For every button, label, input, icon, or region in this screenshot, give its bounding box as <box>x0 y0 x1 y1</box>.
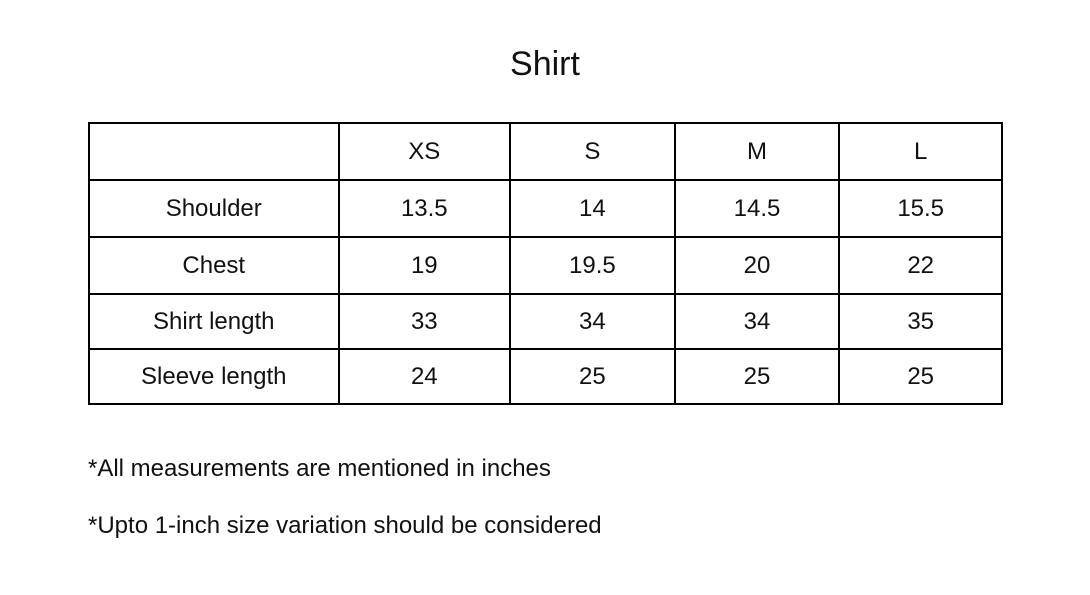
row-label: Sleeve length <box>88 348 340 405</box>
table-cell: 20 <box>673 236 841 295</box>
table-cell: 13.5 <box>337 179 512 238</box>
header-cell: L <box>838 122 1003 181</box>
table-row: Sleeve length 24 25 25 25 <box>88 348 1003 405</box>
table-cell: 22 <box>838 236 1003 295</box>
table-cell: 15.5 <box>838 179 1003 238</box>
table-row: Chest 19 19.5 20 22 <box>88 236 1003 295</box>
table-cell: 35 <box>838 293 1003 350</box>
table-cell: 25 <box>509 348 676 405</box>
page-title: Shirt <box>510 45 580 83</box>
table-cell: 19.5 <box>509 236 676 295</box>
table-cell: 25 <box>838 348 1003 405</box>
table-cell: 34 <box>673 293 841 350</box>
header-cell: M <box>673 122 841 181</box>
table-row: Shirt length 33 34 34 35 <box>88 293 1003 350</box>
header-cell: XS <box>337 122 512 181</box>
table-cell: 14.5 <box>673 179 841 238</box>
size-chart-table: XS S M L Shoulder 13.5 14 14.5 15.5 Ches… <box>88 122 1003 405</box>
table-cell: 34 <box>509 293 676 350</box>
table-cell: 19 <box>337 236 512 295</box>
table-cell: 14 <box>509 179 676 238</box>
footnote-units: *All measurements are mentioned in inche… <box>88 455 551 482</box>
table-cell: 24 <box>337 348 512 405</box>
table-row: Shoulder 13.5 14 14.5 15.5 <box>88 179 1003 238</box>
footnote-variation: *Upto 1-inch size variation should be co… <box>88 512 602 539</box>
header-row: XS S M L <box>88 122 1003 181</box>
row-label: Chest <box>88 236 340 295</box>
row-label: Shirt length <box>88 293 340 350</box>
header-cell <box>88 122 340 181</box>
table-cell: 33 <box>337 293 512 350</box>
table-cell: 25 <box>673 348 841 405</box>
header-cell: S <box>509 122 676 181</box>
row-label: Shoulder <box>88 179 340 238</box>
